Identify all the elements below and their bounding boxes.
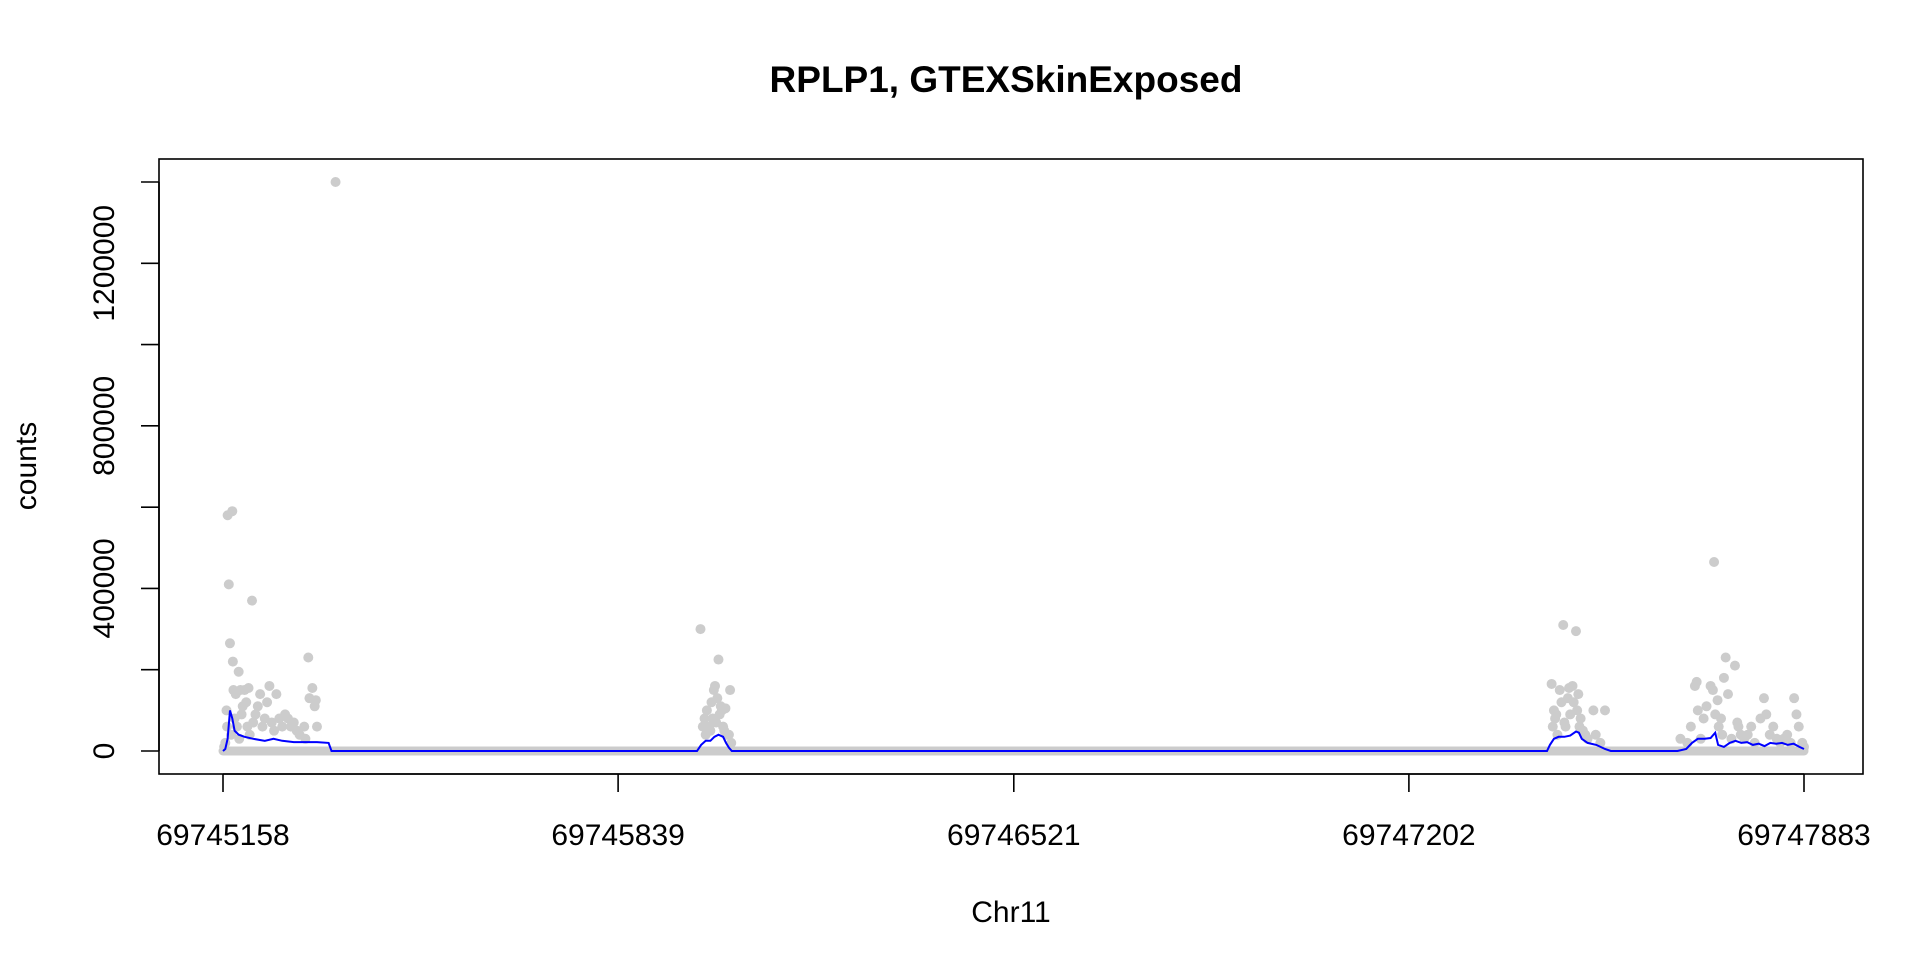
data-point <box>248 717 259 728</box>
data-point <box>1568 697 1579 708</box>
data-point <box>233 666 244 677</box>
data-point <box>1560 721 1571 732</box>
data-point <box>1572 705 1583 716</box>
data-point <box>303 652 314 663</box>
data-point <box>224 638 235 649</box>
data-point <box>1558 620 1569 631</box>
data-point <box>310 695 321 706</box>
x-tick-label: 69747202 <box>1342 819 1475 852</box>
x-axis-title: Chr11 <box>971 896 1050 929</box>
data-point <box>299 721 310 732</box>
data-point <box>1567 680 1578 691</box>
data-point <box>307 683 318 694</box>
data-point <box>1713 721 1724 732</box>
data-point <box>713 654 724 665</box>
data-point <box>241 697 252 708</box>
x-tick-label: 69747883 <box>1737 819 1870 852</box>
data-point <box>1758 693 1769 704</box>
data-point <box>1712 695 1723 706</box>
data-point <box>1799 741 1809 752</box>
data-point <box>266 717 277 728</box>
data-point <box>269 725 280 736</box>
data-point <box>695 624 706 635</box>
y-tick-label: 1200000 <box>88 205 121 322</box>
y-axis: 0 400000 800000 1200000 <box>88 181 160 760</box>
data-point <box>1692 705 1703 716</box>
data-point <box>1716 713 1727 724</box>
data-point <box>1547 721 1558 732</box>
data-point <box>1761 709 1772 720</box>
data-point <box>1698 713 1709 724</box>
data-point <box>712 693 723 704</box>
x-tick-label: 69745839 <box>551 819 684 852</box>
data-point <box>1707 685 1718 696</box>
data-point <box>709 680 720 691</box>
data-point <box>1729 660 1740 671</box>
data-point <box>699 713 710 724</box>
data-point <box>271 689 282 700</box>
data-point <box>262 697 273 708</box>
data-point <box>243 683 254 694</box>
data-point <box>1599 705 1610 716</box>
data-point <box>725 685 736 696</box>
data-point <box>250 709 261 720</box>
data-point <box>1717 729 1728 740</box>
data-point <box>227 656 238 667</box>
data-point <box>723 729 734 740</box>
data-point <box>1546 678 1557 689</box>
data-point <box>227 506 238 517</box>
data-point <box>1722 689 1733 700</box>
data-point <box>1551 709 1562 720</box>
data-point <box>330 177 341 187</box>
data-point <box>1782 729 1793 740</box>
data-point <box>701 705 712 716</box>
y-tick-label: 400000 <box>88 538 121 638</box>
data-point <box>1691 676 1702 687</box>
trend-line-layer <box>222 710 1805 752</box>
x-tick-label: 69746521 <box>947 819 1080 852</box>
data-point <box>252 701 263 712</box>
plot-frame <box>158 158 1864 775</box>
data-point <box>264 680 275 691</box>
data-point <box>1793 721 1804 732</box>
data-point <box>1720 652 1731 663</box>
data-point <box>1590 729 1601 740</box>
mean-line <box>222 710 1805 752</box>
data-point <box>726 737 737 748</box>
y-axis-title: counts <box>10 422 43 510</box>
data-point <box>288 717 299 728</box>
data-point <box>1575 713 1586 724</box>
y-tick-label: 800000 <box>88 376 121 476</box>
data-point <box>1746 721 1757 732</box>
data-point <box>1791 709 1802 720</box>
data-point <box>223 579 234 590</box>
y-tick-label: 0 <box>88 743 121 760</box>
plot-border <box>158 158 1864 775</box>
data-point <box>1554 685 1565 696</box>
data-point <box>1588 705 1599 716</box>
data-point <box>1768 721 1779 732</box>
data-point <box>705 725 716 736</box>
chart-title: RPLP1, GTEXSkinExposed <box>770 59 1243 100</box>
data-point <box>720 703 731 714</box>
scatter-points <box>218 177 1809 756</box>
x-tick-label: 69745158 <box>156 819 289 852</box>
data-point <box>1742 729 1753 740</box>
data-point <box>1709 557 1720 568</box>
data-point <box>257 721 268 732</box>
data-point <box>311 721 322 732</box>
data-point <box>1573 689 1584 700</box>
data-point <box>277 721 288 732</box>
data-point <box>1685 721 1696 732</box>
data-point <box>1701 701 1712 712</box>
data-point <box>1570 626 1581 637</box>
data-point <box>255 689 266 700</box>
x-axis: 69745158 69745839 69746521 69747202 69747883 <box>156 773 1871 852</box>
data-point <box>247 595 258 606</box>
data-point <box>1718 672 1729 683</box>
data-point <box>236 709 247 720</box>
data-point <box>1789 693 1800 704</box>
data-point <box>1733 721 1744 732</box>
